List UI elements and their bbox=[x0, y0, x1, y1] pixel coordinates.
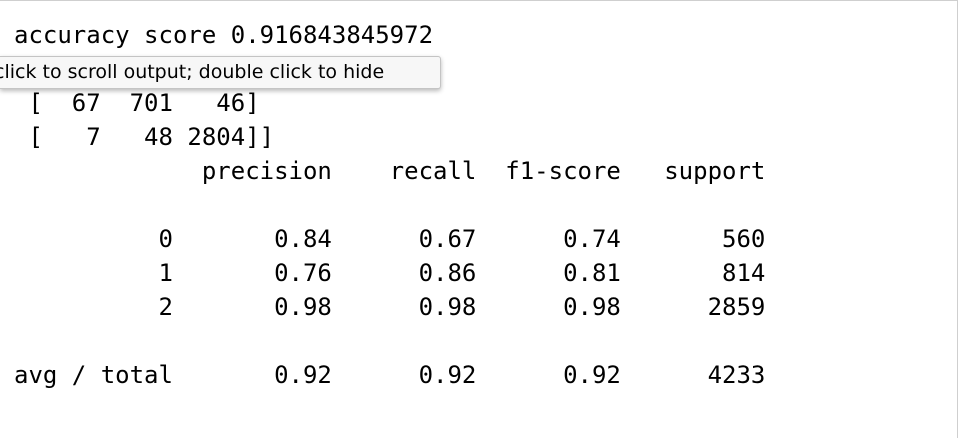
scroll-output-tooltip: click to scroll output; double click to … bbox=[0, 56, 441, 89]
report-row-class-2: 2 0.98 0.98 0.98 2859 bbox=[14, 293, 766, 321]
report-header: precision recall f1-score support bbox=[14, 157, 766, 185]
report-row-class-1: 1 0.76 0.86 0.81 814 bbox=[14, 259, 766, 287]
tooltip-text: click to scroll output; double click to … bbox=[0, 61, 385, 83]
confusion-matrix-row-2: [ 67 701 46] bbox=[14, 89, 260, 117]
report-row-class-0: 0 0.84 0.67 0.74 560 bbox=[14, 225, 766, 253]
report-row-avg-total: avg / total 0.92 0.92 0.92 4233 bbox=[14, 361, 766, 389]
confusion-matrix-row-3: [ 7 48 2804]] bbox=[14, 123, 275, 151]
accuracy-line: accuracy score 0.916843845972 bbox=[14, 21, 434, 49]
